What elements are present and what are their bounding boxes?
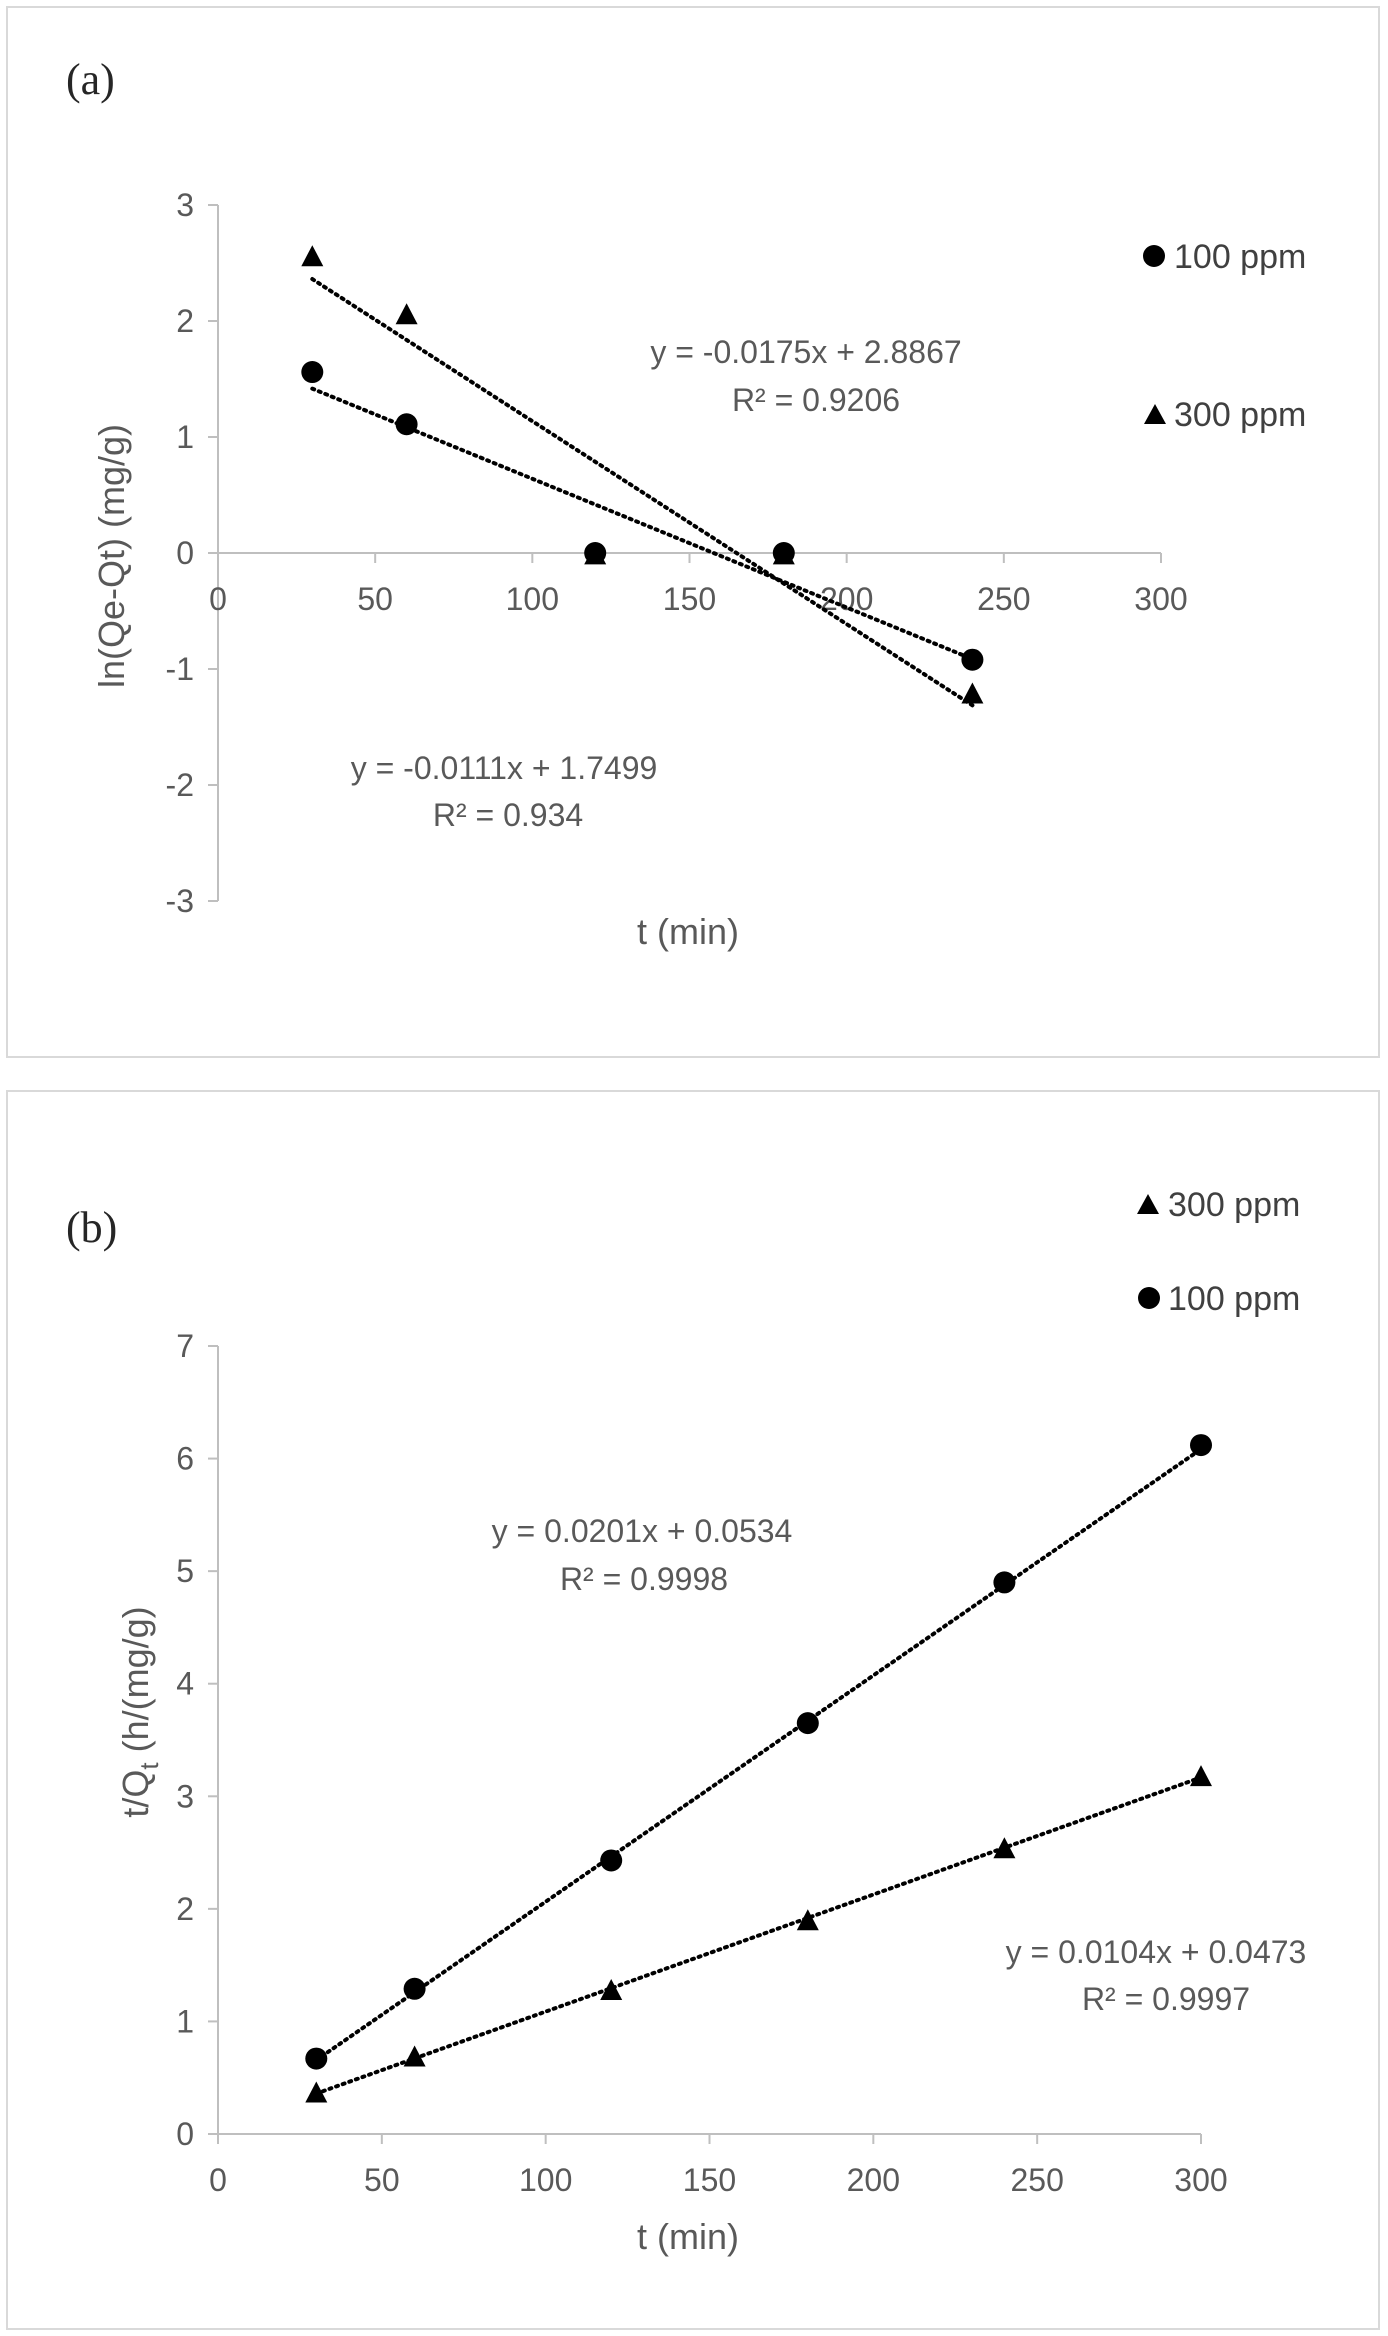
- trendline-equation-100ppm-a: y = -0.0111x + 1.7499: [351, 750, 658, 786]
- chart-panel-a: (a) -3 -2 -1 0 1 2 3 0 50 100 150 200 250 300 t (min)…: [6, 6, 1380, 1058]
- chart-a-trendlines: [310, 277, 975, 708]
- y-axis-title-main-b: t/Q: [115, 1770, 156, 1818]
- x-tick-label-b: 50: [364, 2162, 400, 2198]
- panel-label-a: (a): [66, 55, 115, 104]
- data-point-100ppm-a: [301, 361, 324, 384]
- data-point-300ppm-b: [600, 1979, 623, 2001]
- data-point-100ppm-b: [796, 1712, 819, 1735]
- trendline-100ppm-a: [310, 386, 975, 662]
- x-tick-label-b: 150: [683, 2162, 736, 2198]
- x-tick-label-a: 150: [663, 581, 716, 617]
- trendline-equation-300ppm-b: y = 0.0104x + 0.0473: [1006, 1934, 1307, 1970]
- y-axis-title-b: t/Qt (h/(mg/g): [115, 1606, 164, 1817]
- y-tick-label-b: 0: [176, 2116, 194, 2152]
- legend-label-100ppm-b: 100 ppm: [1168, 1280, 1300, 1318]
- x-tick-label-a: 250: [977, 581, 1030, 617]
- y-tick-label-b: 6: [176, 1441, 194, 1477]
- data-point-100ppm-b: [403, 1977, 426, 2000]
- data-point-100ppm-b: [993, 1571, 1016, 1594]
- data-point-300ppm-b: [305, 2081, 328, 2103]
- y-tick-label-b: 1: [176, 2003, 194, 2039]
- y-axis-title-rest-b: (h/(mg/g): [115, 1606, 156, 1762]
- y-tick-label-a: -1: [166, 651, 194, 687]
- y-tick-label-b: 2: [176, 1891, 194, 1927]
- y-tick-label-b: 7: [176, 1328, 194, 1364]
- data-point-300ppm-b: [796, 1909, 819, 1931]
- chart-panel-b: (b) 0 1 2 3 4 5 6 7 0 50 100 150 200 250 300 t (min) t…: [6, 1090, 1380, 2330]
- x-tick-label-b: 250: [1010, 2162, 1063, 2198]
- legend-marker-100ppm-b: [1138, 1287, 1160, 1309]
- data-point-100ppm-b: [305, 2047, 328, 2070]
- data-point-100ppm-a: [961, 648, 984, 671]
- y-tick-label-a: 1: [176, 419, 194, 455]
- legend-label-300ppm-a: 300 ppm: [1174, 396, 1306, 434]
- trendline-equation-100ppm-b: y = 0.0201x + 0.0534: [492, 1513, 793, 1549]
- data-point-300ppm-b: [1190, 1765, 1212, 1787]
- data-point-300ppm-a: [301, 245, 324, 267]
- legend-label-300ppm-b: 300 ppm: [1168, 1186, 1300, 1224]
- data-point-300ppm-a: [395, 303, 418, 325]
- data-point-300ppm-a: [961, 682, 984, 704]
- x-tick-label-a: 0: [209, 581, 227, 617]
- data-point-300ppm-a: [584, 543, 607, 565]
- trendline-300ppm-a: [310, 277, 975, 708]
- legend-marker-100ppm-a: [1143, 245, 1165, 267]
- y-tick-label-b: 3: [176, 1778, 194, 1814]
- trendline-r2-100ppm-b: R² = 0.9998: [560, 1561, 728, 1597]
- chart-b-trendlines: [314, 1447, 1203, 2096]
- y-axis-title-a: ln(Qe-Qt) (mg/g): [91, 424, 132, 688]
- legend-marker-300ppm-b: [1137, 1194, 1159, 1214]
- x-tick-label-b: 0: [209, 2162, 227, 2198]
- x-tick-label-a: 100: [506, 581, 559, 617]
- x-tick-label-a: 50: [357, 581, 393, 617]
- data-point-300ppm-a: [772, 543, 795, 565]
- data-point-100ppm-b: [600, 1849, 623, 1872]
- x-axis-title-a: t (min): [637, 911, 739, 952]
- x-tick-label-a: 300: [1134, 581, 1187, 617]
- legend-marker-300ppm-a: [1144, 404, 1166, 424]
- trendline-300ppm-b: [314, 1775, 1203, 2096]
- y-tick-label-a: -3: [166, 883, 194, 919]
- chart-b-svg: (b) 0 1 2 3 4 5 6 7 0 50 100 150 200 250 300 t (min) t…: [66, 1186, 1307, 2257]
- data-point-100ppm-b: [1190, 1434, 1212, 1457]
- data-point-300ppm-b: [403, 2045, 426, 2067]
- chart-b-points: [305, 1434, 1212, 2103]
- trendline-r2-100ppm-a: R² = 0.934: [433, 797, 583, 833]
- y-tick-label-a: -2: [166, 767, 194, 803]
- trendline-r2-300ppm-a: R² = 0.9206: [732, 382, 900, 418]
- x-tick-label-a: 200: [820, 581, 873, 617]
- y-tick-label-a: 3: [176, 187, 194, 223]
- y-tick-label-b: 5: [176, 1553, 194, 1589]
- trendline-r2-300ppm-b: R² = 0.9997: [1082, 1981, 1250, 2017]
- chart-a-axes: -3 -2 -1 0 1 2 3 0 50 100 150 200 250 300: [166, 187, 1188, 919]
- x-axis-title-b: t (min): [637, 2216, 739, 2257]
- panel-label-b: (b): [66, 1203, 117, 1252]
- legend-label-100ppm-a: 100 ppm: [1174, 238, 1306, 276]
- chart-a-points: [301, 245, 984, 704]
- data-point-100ppm-a: [395, 413, 418, 436]
- trendline-100ppm-b: [314, 1447, 1203, 2063]
- y-tick-label-a: 0: [176, 535, 194, 571]
- trendline-equation-300ppm-a: y = -0.0175x + 2.8867: [650, 334, 961, 370]
- y-axis-title-sub-b: t: [134, 1762, 164, 1770]
- data-point-300ppm-b: [993, 1837, 1016, 1859]
- x-tick-label-b: 300: [1174, 2162, 1227, 2198]
- x-tick-label-b: 100: [519, 2162, 572, 2198]
- y-tick-label-a: 2: [176, 303, 194, 339]
- chart-b-axes: 0 1 2 3 4 5 6 7 0 50 100 150 200 250 300: [176, 1328, 1227, 2198]
- y-tick-label-b: 4: [176, 1666, 194, 1702]
- x-tick-label-b: 200: [847, 2162, 900, 2198]
- chart-a-svg: (a) -3 -2 -1 0 1 2 3 0 50 100 150 200 250 300 t (min)…: [66, 55, 1306, 952]
